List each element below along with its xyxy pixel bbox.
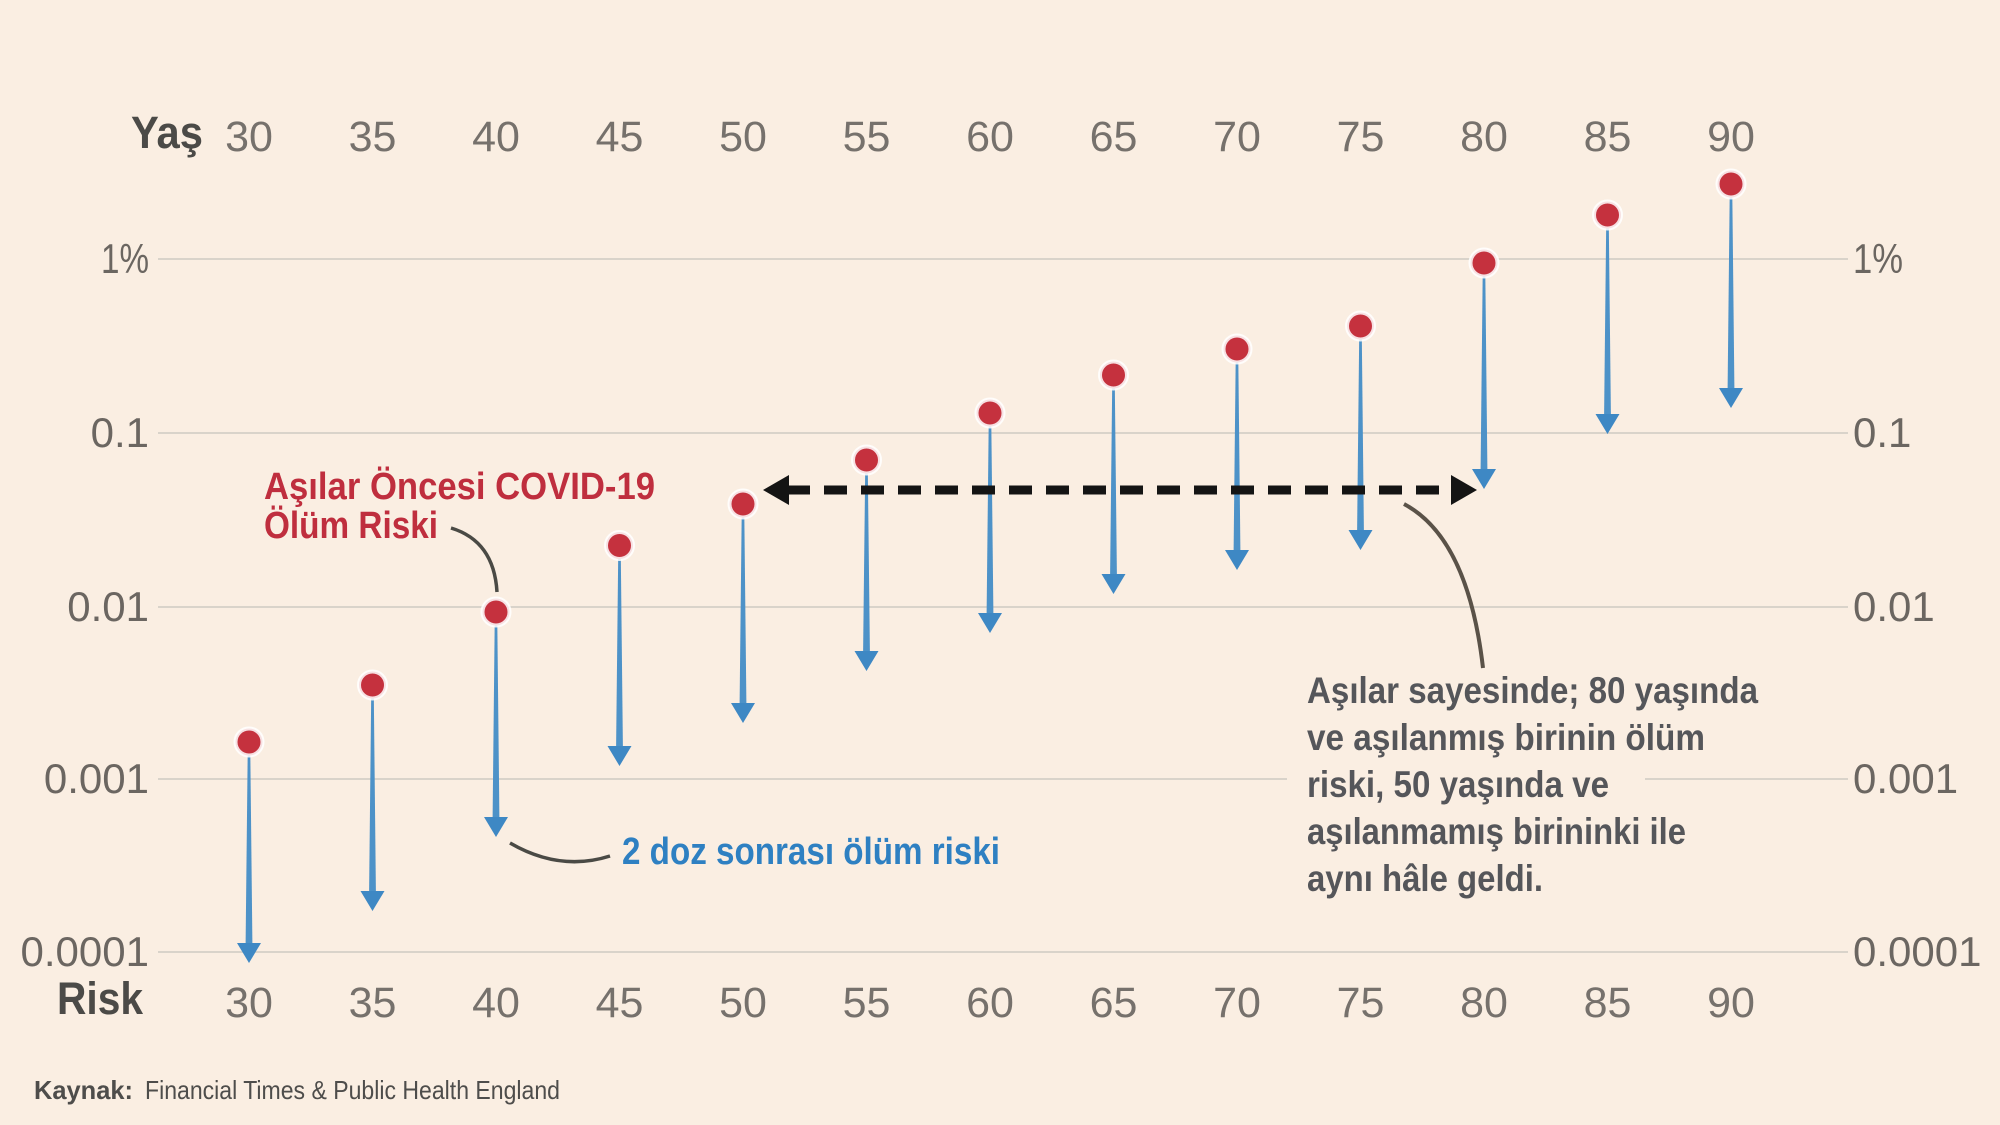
svg-text:Aşılar sayesinde; 80 yaşında: Aşılar sayesinde; 80 yaşında bbox=[1307, 670, 1758, 711]
svg-text:70: 70 bbox=[1213, 979, 1261, 1027]
svg-text:30: 30 bbox=[225, 113, 273, 161]
svg-text:50: 50 bbox=[719, 979, 767, 1027]
svg-text:riski, 50 yaşında ve: riski, 50 yaşında ve bbox=[1307, 764, 1609, 805]
svg-text:1%: 1% bbox=[1853, 235, 1903, 282]
svg-text:90: 90 bbox=[1707, 113, 1755, 161]
svg-text:90: 90 bbox=[1707, 979, 1755, 1027]
svg-text:40: 40 bbox=[472, 979, 520, 1027]
svg-text:Kaynak:: Kaynak: bbox=[34, 1075, 133, 1105]
svg-text:55: 55 bbox=[843, 113, 891, 161]
svg-text:80: 80 bbox=[1460, 979, 1508, 1027]
svg-text:40: 40 bbox=[472, 113, 520, 161]
svg-text:60: 60 bbox=[966, 979, 1014, 1027]
svg-text:aynı hâle geldi.: aynı hâle geldi. bbox=[1307, 858, 1543, 899]
svg-text:60: 60 bbox=[966, 113, 1014, 161]
svg-text:0.0001: 0.0001 bbox=[21, 928, 149, 975]
svg-text:70: 70 bbox=[1213, 113, 1261, 161]
svg-text:45: 45 bbox=[596, 979, 644, 1027]
svg-text:85: 85 bbox=[1584, 979, 1632, 1027]
svg-text:65: 65 bbox=[1090, 979, 1138, 1027]
svg-text:Ölüm Riski: Ölüm Riski bbox=[264, 504, 438, 547]
svg-text:Yaş: Yaş bbox=[131, 107, 203, 158]
svg-text:1%: 1% bbox=[101, 235, 149, 282]
svg-text:65: 65 bbox=[1090, 113, 1138, 161]
svg-text:Aşılar Öncesi COVID-19: Aşılar Öncesi COVID-19 bbox=[264, 465, 655, 508]
svg-text:aşılanmamış birininki ile: aşılanmamış birininki ile bbox=[1307, 811, 1686, 852]
svg-text:Financial Times & Public Healt: Financial Times & Public Health England bbox=[145, 1075, 560, 1105]
svg-text:ve aşılanmış birinin ölüm: ve aşılanmış birinin ölüm bbox=[1307, 717, 1705, 758]
svg-text:35: 35 bbox=[349, 113, 397, 161]
svg-text:45: 45 bbox=[596, 113, 644, 161]
svg-text:0.1: 0.1 bbox=[91, 409, 149, 456]
svg-text:75: 75 bbox=[1337, 113, 1385, 161]
svg-text:35: 35 bbox=[349, 979, 397, 1027]
svg-text:0.001: 0.001 bbox=[1853, 755, 1958, 802]
svg-text:75: 75 bbox=[1337, 979, 1385, 1027]
svg-text:Risk: Risk bbox=[57, 973, 144, 1024]
svg-text:0.0001: 0.0001 bbox=[1853, 928, 1981, 975]
svg-text:85: 85 bbox=[1584, 113, 1632, 161]
svg-text:50: 50 bbox=[719, 113, 767, 161]
svg-text:0.1: 0.1 bbox=[1853, 409, 1911, 456]
svg-text:55: 55 bbox=[843, 979, 891, 1027]
svg-text:30: 30 bbox=[225, 979, 273, 1027]
svg-text:2 doz sonrası ölüm riski: 2 doz sonrası ölüm riski bbox=[622, 831, 1000, 873]
svg-text:0.001: 0.001 bbox=[44, 755, 149, 802]
svg-text:0.01: 0.01 bbox=[1853, 583, 1935, 630]
svg-text:0.01: 0.01 bbox=[67, 583, 149, 630]
svg-text:80: 80 bbox=[1460, 113, 1508, 161]
